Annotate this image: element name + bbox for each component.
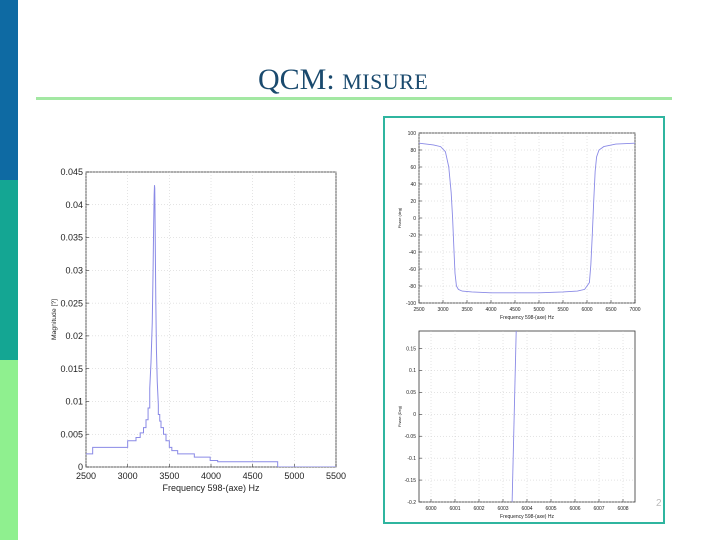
y-tick-label: 40 xyxy=(410,182,416,188)
x-tick-label: 6003 xyxy=(497,506,508,512)
y-axis-label: Magnitude [?] xyxy=(51,299,58,340)
title-underline xyxy=(36,97,672,100)
y-tick-label: 0.1 xyxy=(409,368,416,374)
y-tick-label: -80 xyxy=(409,284,416,290)
x-tick-label: 4000 xyxy=(201,471,221,481)
x-tick-label: 2500 xyxy=(413,307,424,313)
y-tick-label: 100 xyxy=(408,131,417,137)
y-tick-label: 20 xyxy=(410,199,416,205)
x-tick-label: 4500 xyxy=(243,471,263,481)
x-tick-label: 6000 xyxy=(581,307,592,313)
accent-bar-top xyxy=(0,0,18,180)
y-tick-label: 0.15 xyxy=(406,346,416,352)
y-tick-label: 0.045 xyxy=(60,167,83,177)
x-tick-label: 3500 xyxy=(159,471,179,481)
x-tick-label: 6004 xyxy=(521,506,532,512)
y-tick-label: -0.2 xyxy=(407,500,416,506)
slide-title-sub: MISURE xyxy=(342,69,429,94)
y-tick-label: 80 xyxy=(410,148,416,154)
y-tick-label: -0.05 xyxy=(405,434,417,440)
x-tick-label: 6002 xyxy=(473,506,484,512)
y-tick-label: 0.015 xyxy=(60,364,83,374)
plot-area xyxy=(418,330,636,503)
x-tick-label: 5500 xyxy=(326,471,346,481)
x-tick-label: 6500 xyxy=(605,307,616,313)
x-tick-label: 3000 xyxy=(437,307,448,313)
y-axis-label: Phase (Deg) xyxy=(398,405,402,427)
x-tick-label: 3000 xyxy=(118,471,138,481)
y-tick-label: 0.005 xyxy=(60,429,83,439)
x-tick-label: 6006 xyxy=(569,506,580,512)
x-tick-label: 6008 xyxy=(617,506,628,512)
y-tick-label: -40 xyxy=(409,250,416,256)
x-tick-label: 5000 xyxy=(284,471,304,481)
y-tick-label: 60 xyxy=(410,165,416,171)
y-tick-label: 0.04 xyxy=(65,200,83,210)
x-axis-label: Frequency 598-(axe) Hz xyxy=(500,514,554,520)
y-tick-label: 0.05 xyxy=(406,390,416,396)
x-tick-label: 7000 xyxy=(629,307,640,313)
x-tick-label: 4000 xyxy=(485,307,496,313)
x-axis-label: Frequency 598-(axe) Hz xyxy=(162,483,260,493)
y-tick-label: 0.01 xyxy=(65,397,83,407)
y-tick-label: -20 xyxy=(409,233,416,239)
accent-bar-middle xyxy=(0,180,18,360)
y-tick-label: 0 xyxy=(413,216,416,222)
accent-bar-bottom xyxy=(0,360,18,540)
x-tick-label: 6001 xyxy=(449,506,460,512)
y-tick-label: -0.15 xyxy=(405,478,417,484)
x-tick-label: 3500 xyxy=(461,307,472,313)
x-tick-label: 5000 xyxy=(533,307,544,313)
y-tick-label: -60 xyxy=(409,267,416,273)
series-line xyxy=(86,185,336,467)
x-tick-label: 4500 xyxy=(509,307,520,313)
y-axis-label: Phase (deg) xyxy=(398,207,402,228)
x-tick-label: 6007 xyxy=(593,506,604,512)
y-tick-label: 0.035 xyxy=(60,233,83,243)
x-axis-label: Frequency 598-(axe) Hz xyxy=(500,315,554,321)
page-number: 2 xyxy=(656,498,662,509)
y-tick-label: 0.025 xyxy=(60,298,83,308)
y-tick-label: 0.03 xyxy=(65,265,83,275)
x-tick-label: 6000 xyxy=(425,506,436,512)
y-tick-label: 0 xyxy=(78,462,83,472)
x-tick-label: 5500 xyxy=(557,307,568,313)
y-tick-label: -0.1 xyxy=(407,456,416,462)
slide-title: QCM: MISURE xyxy=(258,60,428,102)
x-tick-label: 2500 xyxy=(76,471,96,481)
slide-title-main: QCM: xyxy=(258,63,335,96)
y-tick-label: 0.02 xyxy=(65,331,83,341)
x-tick-label: 6005 xyxy=(545,506,556,512)
y-tick-label: -100 xyxy=(406,301,416,307)
y-tick-label: 0 xyxy=(413,412,416,418)
series-line xyxy=(419,142,635,294)
series-line xyxy=(511,331,517,502)
